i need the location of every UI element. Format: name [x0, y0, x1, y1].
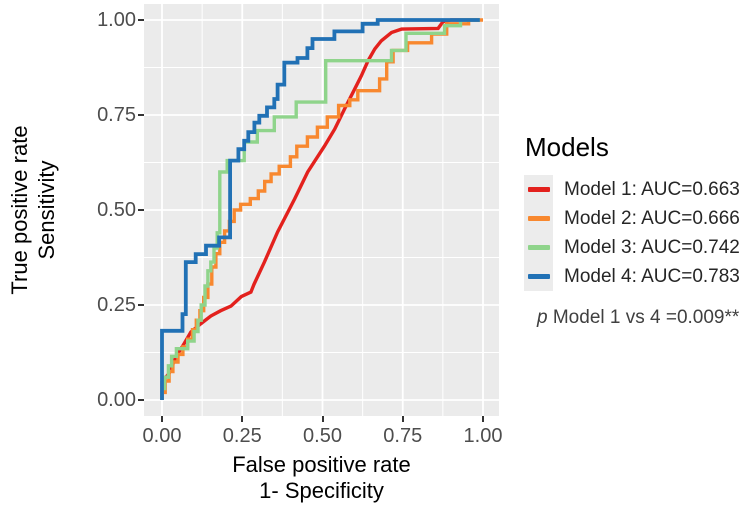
y-axis-title-line1: True positive rate: [7, 125, 32, 295]
y-tick-label: 0.25: [97, 294, 136, 316]
legend-key: [524, 233, 553, 262]
legend-key-line-icon: [527, 274, 550, 279]
legend-key-line-icon: [527, 187, 550, 192]
legend-item-label: Model 3: AUC=0.742: [564, 236, 740, 258]
legend-key-line-icon: [527, 245, 550, 250]
x-axis-tick: [241, 416, 244, 422]
legend-item-model-1: Model 1: AUC=0.663: [524, 175, 740, 204]
x-tick-label: 1.00: [463, 425, 503, 447]
x-axis-title: False positive rate 1- Specificity: [144, 452, 499, 504]
x-tick-label: 0.50: [303, 425, 342, 447]
p-value-annotation: p Model 1 vs 4 =0.009**: [537, 307, 739, 329]
roc-curve-model-3: [160, 18, 480, 400]
legend-item-model-2: Model 2: AUC=0.666: [524, 204, 740, 233]
x-axis-tick: [321, 416, 324, 422]
legend-item-label: Model 1: AUC=0.663: [564, 178, 740, 200]
x-axis-tick: [401, 416, 404, 422]
x-axis-title-line2: 1- Specificity: [259, 478, 384, 503]
legend-key-line-icon: [527, 216, 550, 221]
legend-item-label: Model 4: AUC=0.783: [564, 265, 740, 287]
legend-title: Models: [525, 132, 609, 162]
legend-items: Model 1: AUC=0.663 Model 2: AUC=0.666 Mode…: [524, 175, 740, 291]
y-axis-tick: [138, 114, 144, 116]
y-tick-label: 0.00: [97, 389, 136, 411]
y-axis-tick: [138, 209, 144, 211]
roc-curve-model-4: [160, 18, 480, 400]
x-tick-label: 0.75: [383, 425, 423, 447]
legend-key: [524, 175, 553, 204]
p-value-text: Model 1 vs 4 =0.009**: [547, 307, 740, 328]
x-axis-tick: [161, 416, 163, 422]
x-axis-tick: [482, 416, 484, 422]
x-tick-label: 0.25: [222, 425, 262, 447]
y-tick-label: 1.00: [97, 9, 136, 31]
roc-curve-model-2: [160, 18, 483, 400]
legend-item-model-4: Model 4: AUC=0.783: [524, 262, 740, 291]
y-axis-tick: [138, 304, 144, 306]
y-tick-label: 0.50: [97, 199, 136, 221]
legend-key: [524, 262, 553, 291]
plot-panel: [144, 4, 499, 416]
roc-plot-svg: [144, 4, 499, 416]
legend-item-label: Model 2: AUC=0.666: [564, 207, 740, 229]
p-value-italic-p: p: [537, 307, 548, 328]
legend-item-model-3: Model 3: AUC=0.742: [524, 233, 740, 262]
x-axis-title-line1: False positive rate: [232, 452, 411, 477]
y-tick-label: 0.75: [97, 104, 136, 126]
legend-key: [524, 204, 553, 233]
y-axis-tick: [138, 399, 144, 401]
y-axis-tick: [138, 19, 144, 21]
x-tick-label: 0.00: [142, 425, 182, 447]
legend: Models Model 1: AUC=0.663 Model 2: AUC=0.…: [524, 132, 740, 291]
